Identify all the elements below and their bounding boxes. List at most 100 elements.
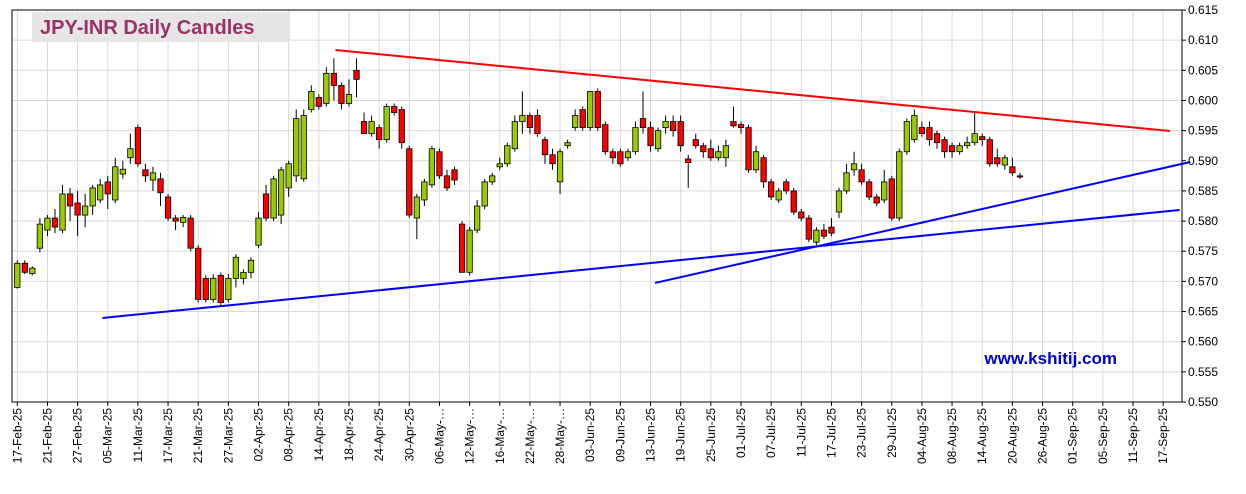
candle-body <box>737 124 745 129</box>
candle-body <box>730 121 737 127</box>
candle-body <box>918 127 926 135</box>
candle-body <box>323 72 330 104</box>
chart-title: JPY-INR Daily Candles <box>40 17 255 39</box>
candle-body <box>572 115 579 128</box>
x-tick-label: 13-Jun-25 <box>644 408 658 462</box>
y-tick-label: 0.615 <box>1188 3 1218 17</box>
candle-body <box>104 181 111 195</box>
candle-body <box>285 163 292 189</box>
y-tick-label: 0.550 <box>1188 395 1218 409</box>
candle-body <box>496 163 503 168</box>
candle-body <box>1001 157 1008 166</box>
candle-body <box>986 139 993 165</box>
candle-body <box>172 217 179 222</box>
candle-body <box>647 127 654 147</box>
candle-body <box>707 148 714 159</box>
candle-body <box>195 247 202 300</box>
candle-body <box>956 145 963 153</box>
candle-body <box>850 163 858 171</box>
x-tick-label: 06-May-… <box>432 408 446 464</box>
candle-body <box>338 84 345 104</box>
candle-body <box>345 94 353 104</box>
candle-body <box>180 217 187 223</box>
candle-body <box>270 178 277 219</box>
x-tick-label: 17-Mar-25 <box>161 408 175 464</box>
candle-body <box>745 127 752 171</box>
candle-body <box>217 274 224 303</box>
candle-body <box>654 130 662 150</box>
candle-body <box>451 169 458 181</box>
candle-body <box>541 139 549 156</box>
x-tick-label: 17-Sep-25 <box>1156 408 1170 464</box>
candle-body <box>941 139 948 153</box>
candle-body <box>413 196 420 219</box>
x-tick-label: 21-Feb-25 <box>40 408 54 464</box>
candle-body <box>594 91 601 128</box>
x-tick-label: 01-Jul-25 <box>734 408 748 458</box>
trend-line <box>335 48 1171 132</box>
candle-body <box>670 121 677 132</box>
candle-body <box>722 145 730 159</box>
candle-body <box>82 205 89 216</box>
candle-body <box>421 181 428 201</box>
candle-body <box>798 211 805 219</box>
candle-body <box>489 175 496 183</box>
candle-body <box>662 121 669 128</box>
x-tick-label: 16-May-… <box>493 408 507 464</box>
y-tick-label: 0.610 <box>1188 33 1218 47</box>
candle-body <box>44 217 51 231</box>
candle-body <box>157 178 164 194</box>
candle-body <box>564 142 571 147</box>
x-tick-label: 11-Mar-25 <box>131 408 145 463</box>
y-tick-label: 0.555 <box>1188 365 1218 379</box>
candle-body <box>587 91 594 128</box>
candle-body <box>549 154 556 165</box>
x-tick-label: 05-Mar-25 <box>101 408 115 464</box>
x-tick-label: 20-Aug-25 <box>1005 408 1019 464</box>
x-tick-label: 17-Jul-25 <box>824 408 838 458</box>
candle-body <box>994 157 1001 165</box>
candle-body <box>376 127 383 141</box>
candle-body <box>74 202 81 216</box>
candle-body <box>330 72 338 86</box>
candle-body <box>315 97 322 107</box>
candle-body <box>202 277 209 300</box>
candle-body <box>617 151 624 165</box>
x-tick-label: 30-Apr-25 <box>402 408 416 462</box>
plot-frame <box>11 9 1183 403</box>
candle-body <box>481 181 488 207</box>
candle-body <box>805 217 812 240</box>
candle-body <box>858 169 865 183</box>
candle-body <box>187 217 194 249</box>
candle-body <box>971 133 978 144</box>
candle-body <box>760 157 767 183</box>
candle-body <box>835 190 843 213</box>
candle-body <box>255 217 262 246</box>
x-tick-label: 01-Sep-25 <box>1066 408 1080 464</box>
x-tick-label: 08-Apr-25 <box>282 408 296 462</box>
x-tick-label: 26-Aug-25 <box>1036 408 1050 464</box>
x-tick-label: 11-Sep-25 <box>1126 408 1140 463</box>
x-tick-label: 21-Mar-25 <box>191 408 205 464</box>
y-tick-label: 0.580 <box>1188 214 1218 228</box>
candle-body <box>602 124 609 153</box>
y-tick-label: 0.590 <box>1188 154 1218 168</box>
candle-body <box>360 121 368 135</box>
candle-body <box>881 181 888 201</box>
candle-body <box>579 109 586 128</box>
x-tick-label: 29-Jul-25 <box>885 408 899 458</box>
candle-body <box>896 151 903 219</box>
x-tick-label: 02-Apr-25 <box>252 408 266 462</box>
candle-body <box>428 148 436 186</box>
candle-body <box>790 190 797 213</box>
candle-body <box>843 172 850 192</box>
watermark: www.kshitij.com <box>983 349 1117 368</box>
candle-body <box>873 196 880 204</box>
candle-body <box>866 181 873 198</box>
candle-body <box>639 118 647 129</box>
candle-body <box>466 229 473 273</box>
candle-body <box>926 127 933 141</box>
y-tick-label: 0.585 <box>1188 184 1218 198</box>
